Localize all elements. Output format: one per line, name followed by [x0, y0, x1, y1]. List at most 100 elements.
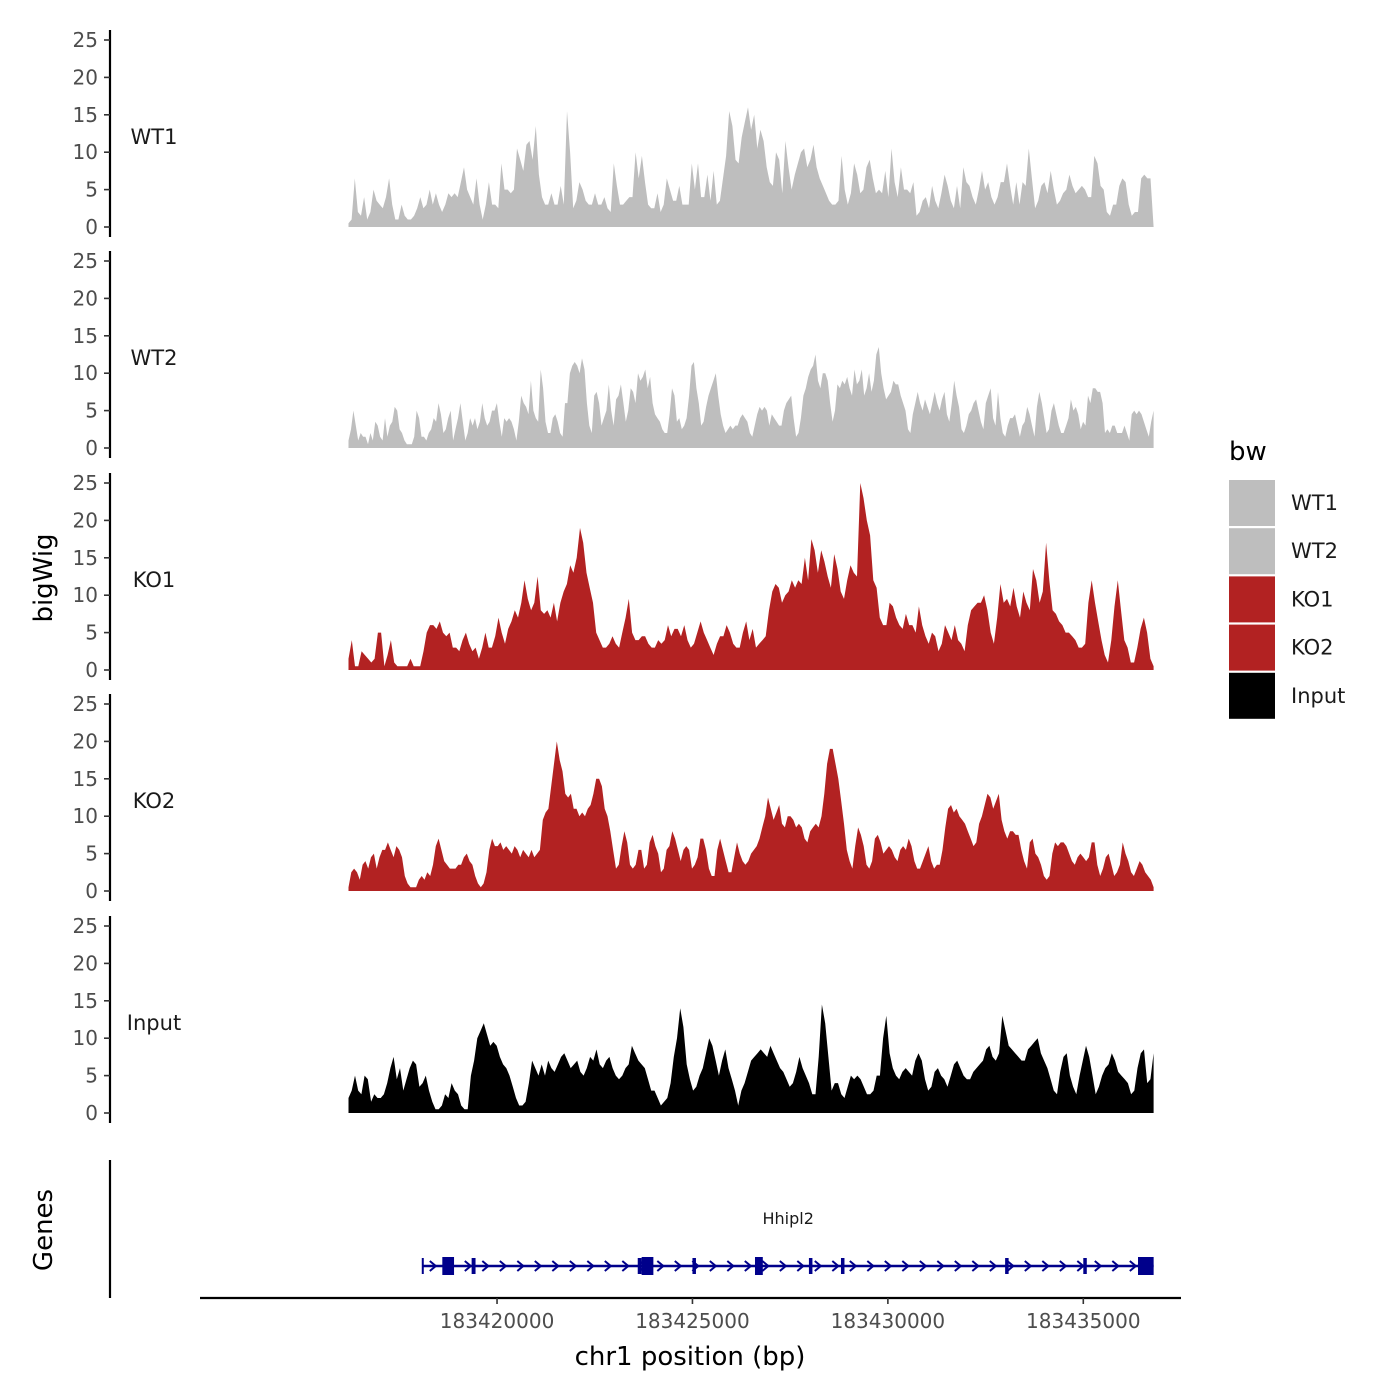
gene-name-label: Hhipl2 [763, 1209, 814, 1228]
legend-label-wt1: WT1 [1291, 491, 1338, 515]
y-tick-label: 0 [85, 658, 98, 682]
x-tick-label: 183435000 [1026, 1309, 1141, 1333]
exon [442, 1257, 455, 1275]
strand-arrow-icon [919, 1260, 928, 1272]
y-tick-label: 10 [73, 140, 98, 164]
y-tick-label: 15 [73, 324, 98, 348]
strand-arrow-icon [884, 1260, 893, 1272]
legend: bw WT1 WT2 KO1 KO2 Input [1229, 437, 1345, 719]
y-tick-label: 20 [73, 729, 98, 753]
strand-arrow-icon [954, 1260, 963, 1272]
x-tick-label: 183430000 [831, 1309, 946, 1333]
y-tick-label: 25 [73, 28, 98, 52]
strand-arrow-icon [866, 1260, 875, 1272]
exon [641, 1257, 654, 1275]
y-tick-label: 25 [73, 914, 98, 938]
legend-key-wt1 [1229, 480, 1275, 526]
coverage-area-wt1 [348, 107, 1154, 227]
strand-arrow-icon [989, 1260, 998, 1272]
gene-panel-title: Genes [29, 1189, 59, 1271]
legend-key-wt2 [1229, 528, 1275, 575]
y-tick-label: 25 [73, 249, 98, 273]
strand-arrow-icon [621, 1260, 630, 1272]
coverage-area-ko2 [348, 741, 1154, 891]
y-axis-title: bigWig [29, 533, 59, 622]
strand-arrow-icon [796, 1260, 805, 1272]
track-wt1: WT1 [131, 107, 1154, 227]
y-tick-label: 15 [73, 103, 98, 127]
track-ko2: KO2 [133, 741, 1154, 891]
strand-arrow-icon [761, 1260, 770, 1272]
legend-label-wt2: WT2 [1291, 539, 1338, 563]
strand-arrow-icon [429, 1260, 438, 1272]
strand-arrow-icon [674, 1260, 683, 1272]
y-tick-label: 15 [73, 546, 98, 570]
coverage-area-ko1 [348, 483, 1154, 670]
strand-arrow-icon [656, 1260, 665, 1272]
strand-arrow-icon [516, 1260, 525, 1272]
strand-arrow-icon [726, 1260, 735, 1272]
y-tick-label: 20 [73, 951, 98, 975]
legend-label-input: Input [1291, 684, 1345, 708]
y-axes: 0 5 10 15 20 25 0 5 10 15 20 25 0 5 10 15 20 25 0 5 10 15 20 25… [73, 28, 112, 1125]
y-tick-label: 0 [85, 436, 98, 460]
x-axis-title: chr1 position (bp) [575, 1342, 806, 1372]
x-tick-label: 183420000 [440, 1309, 555, 1333]
y-tick-label: 5 [85, 178, 98, 202]
strand-arrow-icon [901, 1260, 910, 1272]
strand-arrow-icon [936, 1260, 945, 1272]
y-tick-label: 25 [73, 692, 98, 716]
x-tick-label: 183425000 [635, 1309, 750, 1333]
strand-arrow-icon [481, 1260, 490, 1272]
legend-key-input [1229, 672, 1275, 719]
exon [840, 1258, 845, 1274]
strand-arrow-icon [971, 1260, 980, 1272]
gene-panel: Hhipl2 [108, 1160, 1154, 1298]
coverage-area-wt2 [348, 347, 1154, 448]
exon [1083, 1258, 1087, 1274]
y-tick-label: 5 [85, 621, 98, 645]
exon [1005, 1258, 1009, 1274]
strand-arrow-icon [831, 1260, 840, 1272]
track-label-input: Input [127, 1011, 181, 1035]
strand-arrow-icon [1006, 1260, 1015, 1272]
exon [808, 1258, 813, 1274]
y-tick-label: 0 [85, 1101, 98, 1125]
strand-arrow-icon [1111, 1260, 1120, 1272]
track-label-wt2: WT2 [131, 346, 178, 370]
y-tick-label: 15 [73, 989, 98, 1013]
coverage-area-input [348, 1004, 1154, 1113]
track-label-ko2: KO2 [133, 789, 176, 813]
y-tick-label: 10 [73, 804, 98, 828]
strand-arrow-icon [1059, 1260, 1068, 1272]
y-tick-label: 5 [85, 1064, 98, 1088]
exon [637, 1258, 642, 1274]
track-label-ko1: KO1 [133, 568, 176, 592]
strand-arrow-icon [709, 1260, 718, 1272]
legend-key-ko1 [1229, 576, 1275, 623]
strand-arrow-icon [464, 1260, 473, 1272]
y-tick-label: 5 [85, 399, 98, 423]
strand-arrow-icon [1041, 1260, 1050, 1272]
strand-arrow-icon [499, 1260, 508, 1272]
strand-arrow-icon [569, 1260, 578, 1272]
strand-arrow-icon [849, 1260, 858, 1272]
track-label-wt1: WT1 [131, 125, 178, 149]
y-tick-label: 20 [73, 508, 98, 532]
strand-arrow-icon [814, 1260, 823, 1272]
strand-arrow-icon [1094, 1260, 1103, 1272]
exon [471, 1258, 476, 1274]
strand-arrow-icon [551, 1260, 560, 1272]
y-tick-label: 15 [73, 767, 98, 791]
y-tick-label: 10 [73, 361, 98, 385]
y-tick-label: 5 [85, 842, 98, 866]
exon [692, 1258, 696, 1274]
strand-arrow-icon [586, 1260, 595, 1272]
x-axis: 183420000 183425000 183430000 183435000 [200, 1296, 1181, 1333]
y-tick-label: 20 [73, 65, 98, 89]
legend-key-ko2 [1229, 624, 1275, 671]
y-tick-label: 25 [73, 471, 98, 495]
strand-arrow-icon [1024, 1260, 1033, 1272]
